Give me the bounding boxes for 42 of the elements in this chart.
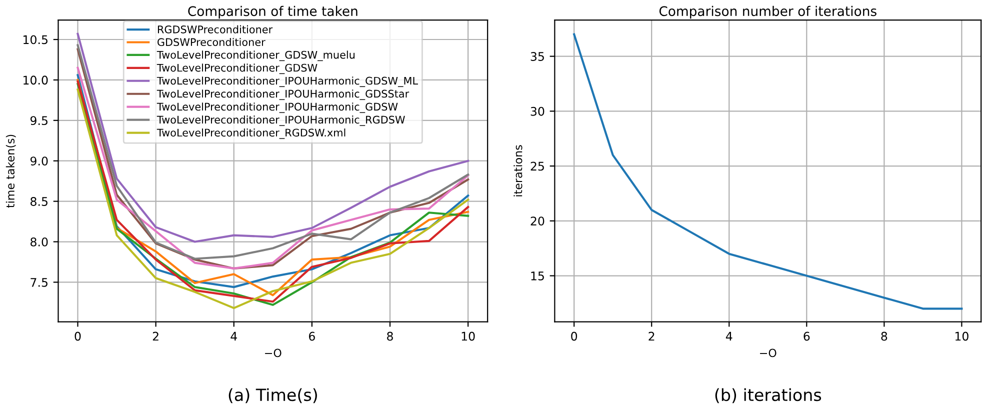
x-tick-label: 6 [804, 332, 810, 341]
x-tick-label: 8 [387, 332, 393, 341]
x-axis-title: −O [760, 348, 776, 358]
y-axis-title: iterations [514, 145, 522, 196]
chart-title: Comparison number of iterations [659, 6, 876, 19]
legend-label: TwoLevelPreconditioner_IPOUHarmonic_GDSW [156, 102, 398, 113]
y-tick-label: 25 [530, 162, 544, 171]
y-tick-label: 30 [530, 106, 544, 116]
y-tick-label: 8.0 [30, 237, 48, 246]
text: (b) iterations [715, 388, 822, 404]
legend-label: TwoLevelPreconditioner_RGDSW.xml [156, 128, 346, 139]
x-axis-title: −O [265, 348, 282, 358]
x-tick-label: 2 [152, 332, 158, 341]
line-series [573, 33, 963, 310]
x-tick-label: 10 [462, 332, 475, 341]
x-tick-label: 4 [726, 332, 732, 341]
legend-label: TwoLevelPreconditioner_GDSW [156, 64, 318, 74]
legend-label: TwoLevelPreconditioner_IPOUHarmonic_GDSW_ML [156, 76, 418, 87]
x-tick-label: 8 [881, 332, 888, 341]
y-tick-label: 9.0 [30, 156, 48, 166]
y-tick-label: 10.5 [24, 35, 48, 44]
x-tick-label: 10 [955, 332, 968, 341]
legend-label: TwoLevelPreconditioner_IPOUHarmonic_GDSStar [156, 90, 410, 100]
y-tick-label: 7.5 [30, 278, 48, 287]
legend-label: GDSWPreconditioner [158, 38, 266, 46]
y-tick-label: 10.0 [24, 76, 48, 85]
legend-label: TwoLevelPreconditioner_IPOUHarmonic_RGDSW [156, 116, 405, 126]
y-axis-title: time taken(s) [6, 134, 16, 208]
legend-label: TwoLevelPreconditioner_GDSW_muelu [156, 50, 355, 62]
x-tick-label: 6 [309, 332, 315, 341]
y-tick-label: 35 [530, 52, 544, 61]
y-tick-label: 8.5 [30, 197, 48, 206]
y-tick-label: 9.5 [30, 116, 48, 126]
legend-label: RGDSWPreconditioner [158, 25, 273, 34]
y-tick-label: 15 [531, 272, 544, 280]
text: (a) Time(s) [228, 388, 317, 404]
x-tick-label: 4 [230, 332, 237, 341]
x-tick-label: 2 [648, 332, 654, 341]
x-tick-label: 0 [571, 332, 578, 341]
x-tick-label: 0 [74, 332, 81, 341]
chart-title: Comparison of time taken [188, 6, 358, 19]
y-tick-label: 20 [530, 216, 544, 226]
